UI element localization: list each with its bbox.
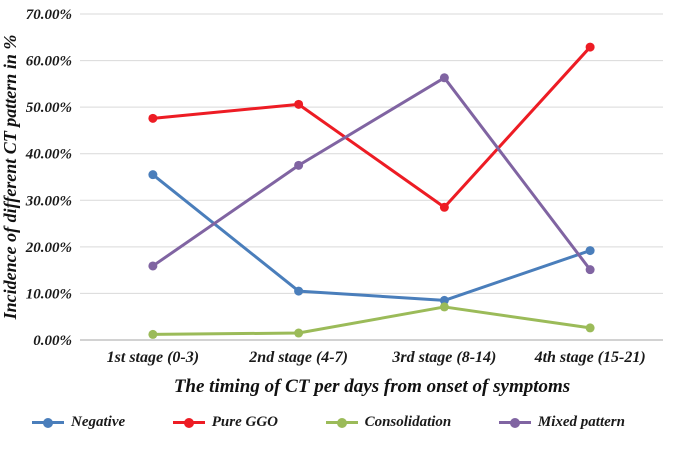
x-tick-label: 1st stage (0-3) (107, 349, 199, 366)
chart-legend: Negative Pure GGO Consolidation Mixed patte… (0, 414, 685, 431)
legend-marker-icon (498, 417, 531, 428)
y-tick-label: 20.00% (25, 240, 72, 256)
legend-marker-dot (183, 417, 194, 428)
legend-marker-dot (509, 417, 520, 428)
data-point-pure-ggo (148, 113, 158, 123)
data-point-pure-ggo (585, 42, 595, 52)
legend-item-negative: Negative (32, 414, 125, 431)
data-point-consolidation (585, 323, 595, 333)
legend-label: Consolidation (364, 414, 452, 430)
legend-marker-icon (172, 417, 205, 428)
legend-item-pure-ggo: Pure GGO (172, 414, 278, 431)
legend-label: Pure GGO (211, 414, 278, 430)
data-point-mixed-pattern (294, 160, 304, 170)
y-axis-tick-labels: 0.00% 10.00% 20.00% 30.00% 40.00% 50.00% 60.00… (25, 7, 72, 349)
legend-marker-dot (43, 417, 53, 428)
gridlines (80, 13, 663, 341)
x-tick-label: 3rd stage (8-14) (391, 349, 496, 366)
y-tick-label: 0.00% (33, 333, 72, 349)
legend-marker-icon (32, 417, 64, 428)
y-tick-label: 70.00% (26, 7, 72, 23)
data-point-mixed-pattern (585, 265, 595, 275)
line-chart: 0.00% 10.00% 20.00% 30.00% 40.00% 50.00% 60.00… (0, 7, 663, 397)
data-point-negative (148, 170, 158, 180)
data-point-consolidation (439, 302, 449, 312)
series-line-consolidation (151, 305, 592, 336)
x-axis-tick-labels: 1st stage (0-3) 2nd stage (4-7) 3rd stage … (107, 349, 646, 366)
y-tick-label: 30.00% (25, 193, 72, 209)
y-tick-label: 60.00% (26, 54, 72, 70)
y-tick-label: 10.00% (26, 286, 72, 302)
series-line-pure-ggo (151, 45, 592, 209)
legend-item-consolidation: Consolidation (325, 414, 452, 431)
legend-label: Negative (71, 414, 126, 430)
data-point-consolidation (148, 329, 158, 339)
legend-label: Mixed pattern (537, 414, 625, 430)
y-axis-title: Incidence of different CT pattern in % (0, 35, 20, 321)
y-tick-label: 50.00% (26, 100, 72, 116)
data-point-consolidation (294, 328, 304, 338)
data-point-mixed-pattern (148, 261, 158, 271)
x-axis-title: The timing of CT per days from onset of … (174, 376, 570, 397)
series-line-mixed-pattern (151, 76, 592, 272)
data-point-pure-ggo (294, 99, 304, 109)
data-point-negative (585, 246, 595, 256)
x-tick-label: 4th stage (15-21) (534, 349, 646, 366)
x-tick-label: 2nd stage (4-7) (248, 349, 348, 366)
data-series (148, 42, 595, 339)
data-point-mixed-pattern (439, 73, 449, 83)
legend-item-mixed-pattern: Mixed pattern (498, 414, 625, 431)
legend-marker-icon (325, 417, 358, 428)
y-tick-label: 40.00% (25, 147, 72, 163)
data-point-negative (294, 286, 304, 296)
data-point-pure-ggo (439, 202, 449, 212)
legend-marker-dot (336, 417, 347, 428)
series-line-negative (151, 173, 592, 302)
data-point-negative (439, 295, 449, 305)
